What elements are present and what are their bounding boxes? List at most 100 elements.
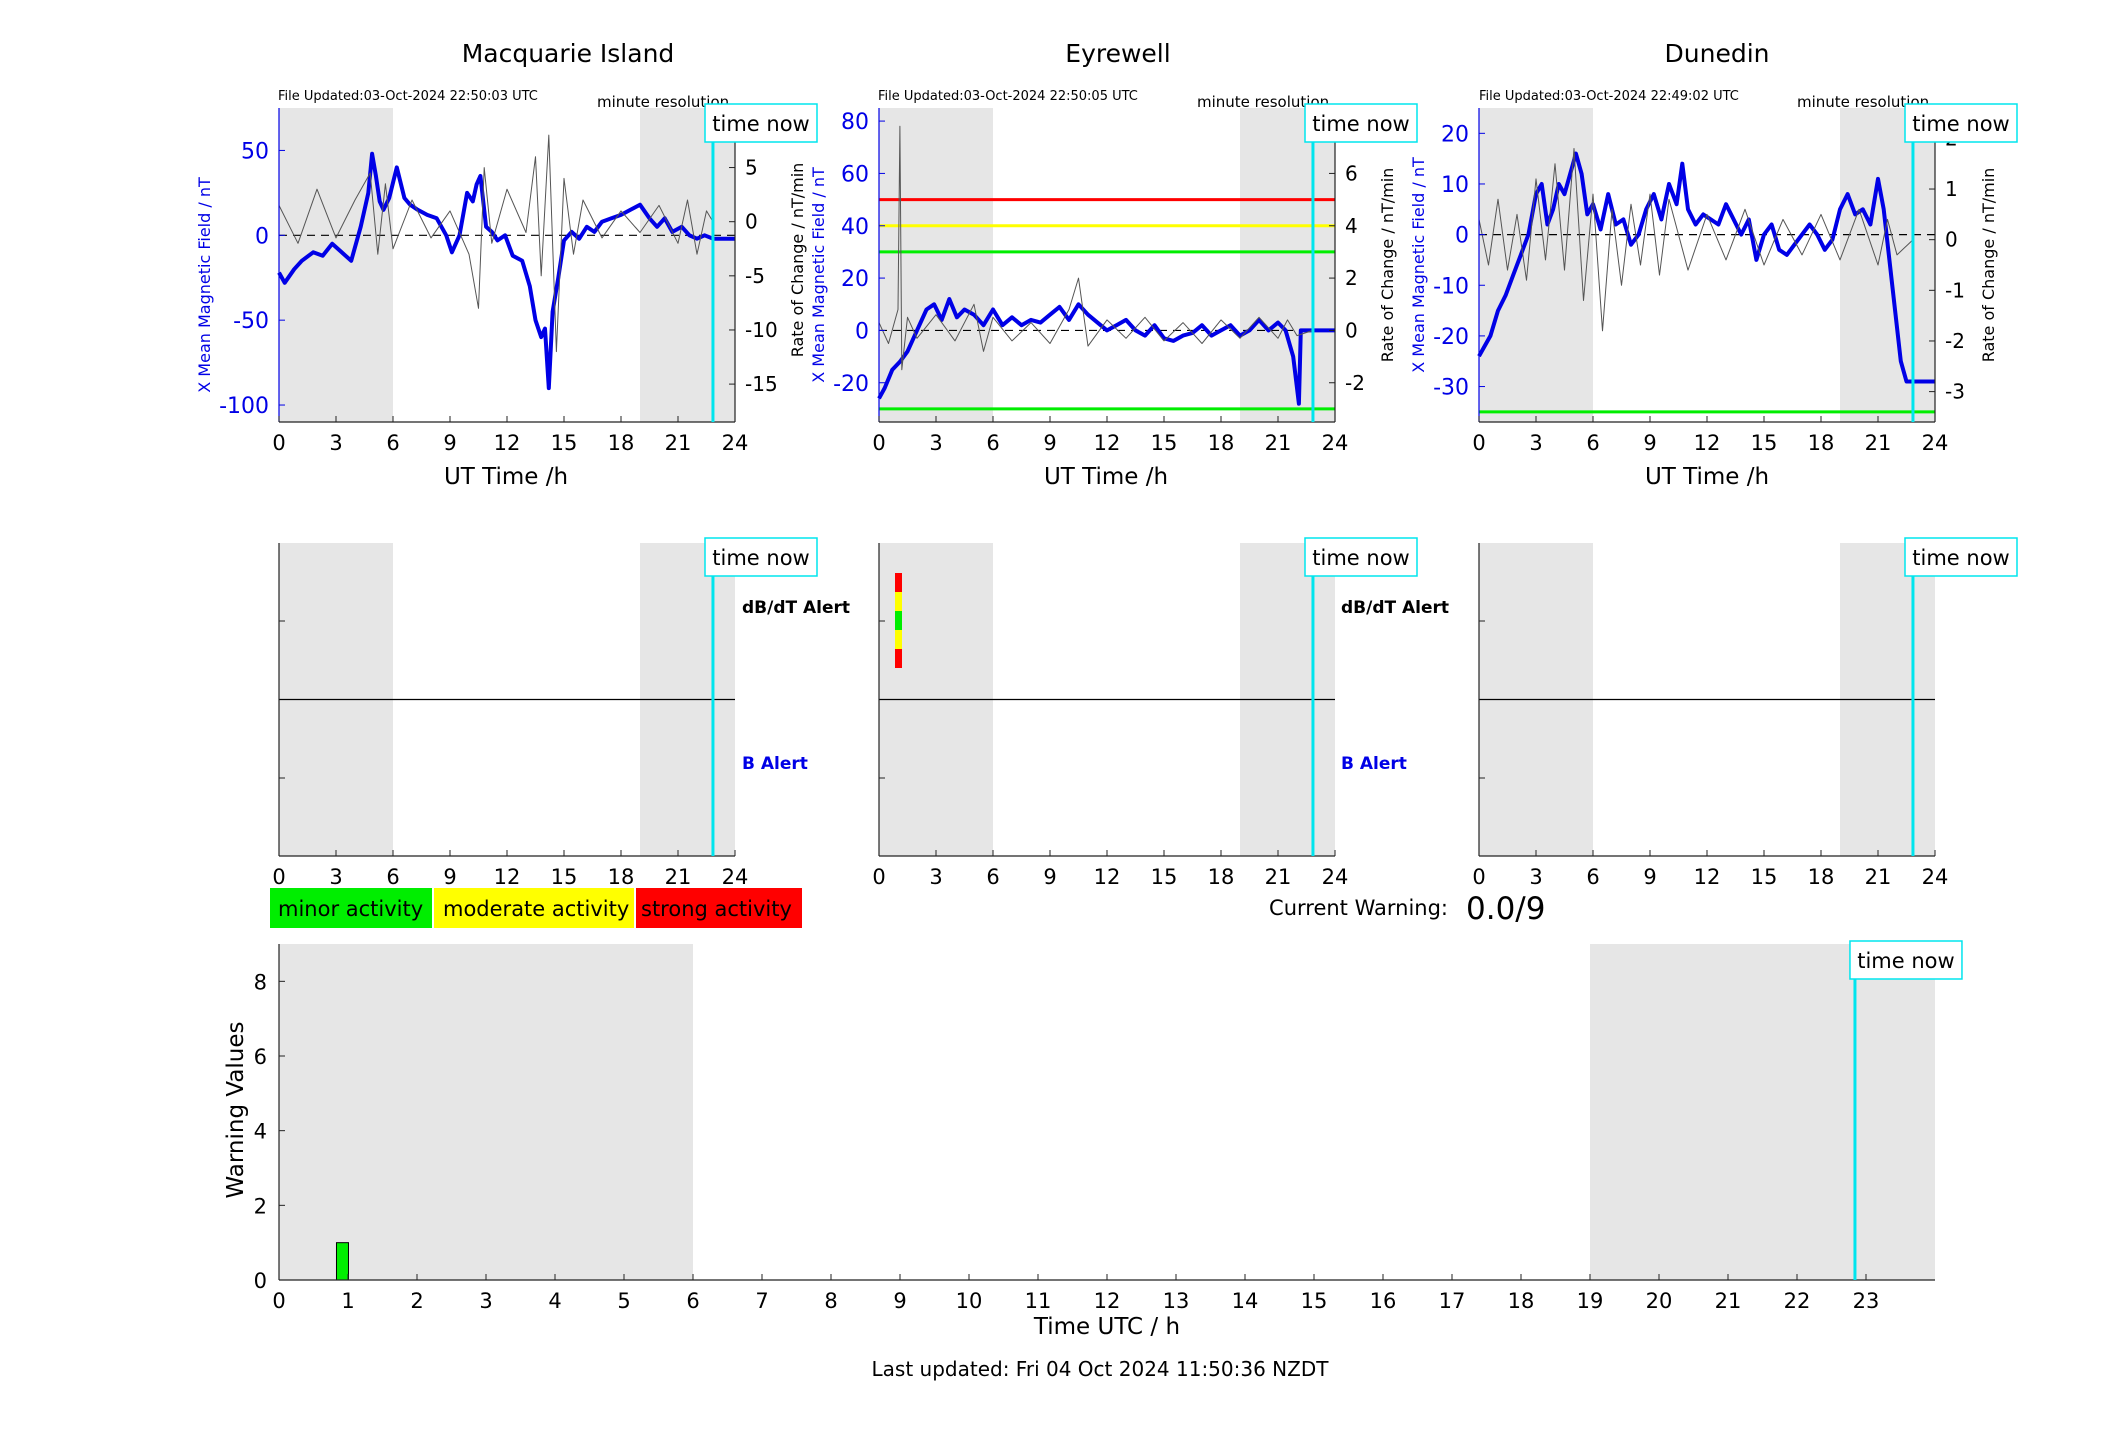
y-tick-label: 10 [1441,173,1469,198]
x-tick-label: 15 [1751,865,1778,889]
y-tick-label: 80 [841,110,869,135]
rate-series-line [1478,148,1914,332]
y-tick-label: 0 [254,1269,267,1293]
x-tick-label: 3 [1529,431,1542,455]
y-tick-label: -50 [233,309,269,334]
rate-series-line [278,134,714,353]
x-tick-label: 0 [272,431,285,455]
y2-tick-label: -2 [1345,371,1365,395]
y2-tick-label: -5 [745,264,765,288]
eyrewell-ylabel: X Mean Magnetic Field / nT [809,167,828,383]
warning-bar [335,1242,349,1281]
x-tick-label: 18 [608,865,635,889]
y2-tick-label: 0 [1945,228,1958,252]
macquarie-ylabel: X Mean Magnetic Field / nT [195,177,214,393]
eyrewell-dbdt-alert-label: dB/dT Alert [1341,598,1449,618]
warning-ylabel: Warning Values [223,1021,249,1198]
night-shade [1840,108,1935,422]
x-tick-label: 18 [608,431,635,455]
x-tick-label: 19 [1577,1289,1604,1313]
x-tick-label: 24 [1322,865,1349,889]
y2-tick-label: 5 [745,156,758,180]
x-tick-label: 9 [1643,431,1656,455]
macquarie-xlabel: UT Time /h [444,464,568,490]
x-tick-label: 12 [1694,431,1721,455]
x-tick-label: 18 [1208,865,1235,889]
eyrewell-alert-panel: 0 3 6 9 12 15 18 21 24 time now [872,537,1418,889]
x-tick-label: 0 [1472,431,1485,455]
time-now-box [704,103,818,143]
macquarie-y2label: Rate of Change / nT/min [788,163,807,358]
x-tick-label: 18 [1208,431,1235,455]
y2-tick-label: -1 [1945,278,1965,302]
time-now-box [1904,103,2018,143]
x-tick-label: 11 [1025,1289,1052,1313]
x-tick-label: 10 [956,1289,983,1313]
macquarie-b-alert-label: B Alert [742,754,808,774]
dunedin-xlabel: UT Time /h [1645,464,1769,490]
time-now-box [1304,537,1418,577]
eyrewell-resolution: minute resolution [1197,93,1329,111]
y2-tick-label: 1 [1945,177,1958,201]
y2-tick-label: -3 [1945,380,1965,404]
macquarie-dbdt-alert-label: dB/dT Alert [742,598,850,618]
x-tick-label: 3 [479,1289,492,1313]
y2-tick-label: 0 [1345,318,1358,342]
x-tick-label: 21 [1715,1289,1742,1313]
x-tick-label: 8 [824,1289,837,1313]
y-tick-label: 0 [855,319,869,344]
x-tick-label: 14 [1232,1289,1259,1313]
x-tick-label: 21 [1265,865,1292,889]
time-now-box [1304,103,1418,143]
x-tick-label: 2 [410,1289,423,1313]
x-tick-label: 15 [551,865,578,889]
dunedin-file-updated: File Updated:03-Oct-2024 22:49:02 UTC [1479,89,1739,104]
time-now-label: time now [712,546,809,570]
y2-tick-label: 6 [1345,161,1358,185]
x-tick-label: 0 [272,865,285,889]
x-tick-label: 15 [551,431,578,455]
time-now-label: time now [1312,546,1409,570]
x-tick-label: 5 [617,1289,630,1313]
current-warning-value: 0.0/9 [1466,891,1545,927]
macquarie-resolution: minute resolution [597,93,729,111]
x-tick-label: 15 [1151,431,1178,455]
y-tick-label: 6 [254,1045,267,1069]
y2-tick-label: -10 [745,318,778,342]
x-tick-label: 3 [1529,865,1542,889]
legend-minor-label: minor activity [278,897,423,921]
x-tick-label: 6 [386,865,399,889]
y-tick-label: -10 [1433,274,1469,299]
y-tick-label: 0 [1455,224,1469,249]
time-now-label: time now [1912,546,2009,570]
warning-xlabel: Time UTC / h [1033,1314,1180,1340]
x-tick-label: 16 [1370,1289,1397,1313]
x-tick-label: 18 [1808,865,1835,889]
x-tick-label: 15 [1751,431,1778,455]
x-tick-label: 24 [1922,431,1949,455]
x-tick-label: 6 [686,1289,699,1313]
time-now-label: time now [1312,112,1409,136]
legend-strong-swatch [636,888,802,928]
x-tick-label: 12 [1094,865,1121,889]
y-tick-label: 0 [255,224,269,249]
x-tick-label: 12 [1694,865,1721,889]
x-tick-label: 1 [341,1289,354,1313]
dunedin-y2label: Rate of Change / nT/min [1979,168,1998,363]
field-series-line [277,151,714,391]
time-now-label: time now [1912,112,2009,136]
y-tick-label: 2 [254,1194,267,1218]
time-now-label: time now [1857,949,1954,973]
y-tick-label: 40 [841,215,869,240]
field-series-line [877,297,1313,406]
x-tick-label: 4 [548,1289,561,1313]
x-tick-label: 6 [986,865,999,889]
x-tick-label: 18 [1808,431,1835,455]
dunedin-resolution: minute resolution [1797,93,1929,111]
y-tick-label: 60 [841,162,869,187]
x-tick-label: 17 [1439,1289,1466,1313]
y2-tick-label: 4 [1345,214,1358,238]
eyrewell-title: Eyrewell [1065,39,1170,68]
x-tick-label: 12 [494,431,521,455]
y-tick-label: 20 [841,267,869,292]
